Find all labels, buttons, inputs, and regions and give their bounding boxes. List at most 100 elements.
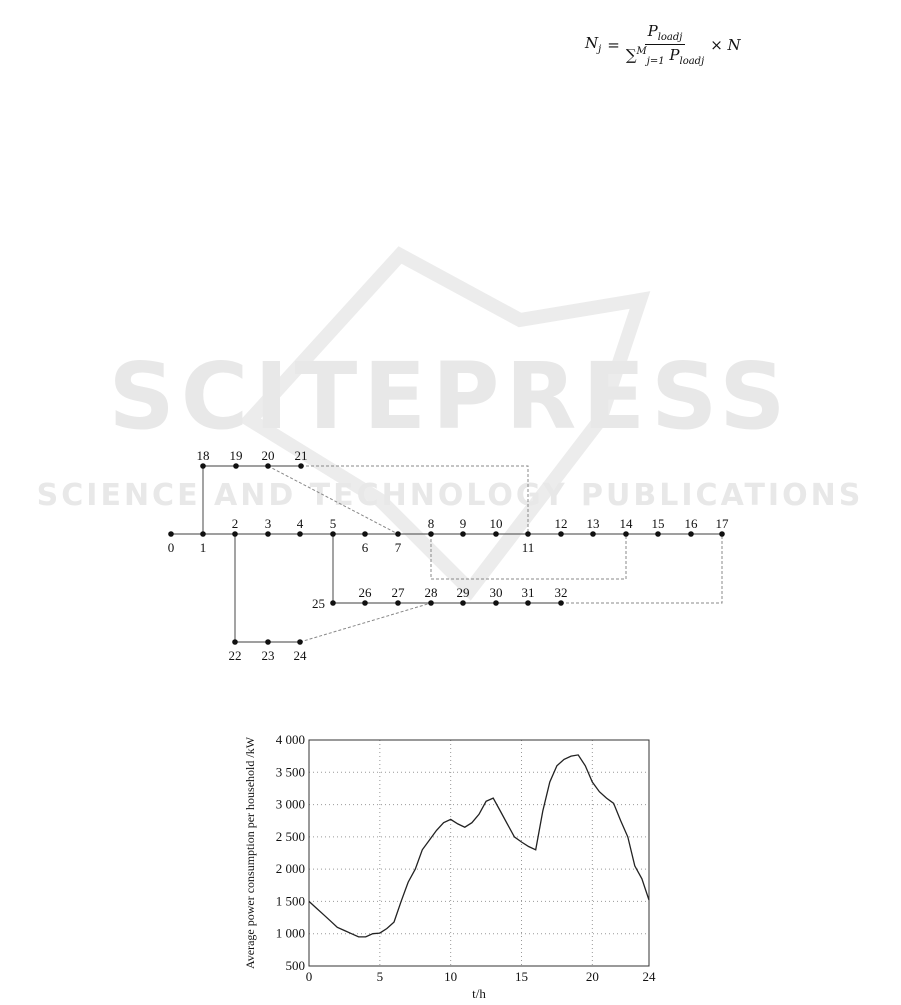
bus-node	[623, 531, 629, 537]
load-curve-chart: 500 1 000 1 500 2 000 2 500 3 000 3 500 4 000 0 5…	[243, 732, 657, 1001]
bus-node	[265, 463, 271, 469]
equation-nj: Nj = Ploadj ∑Mj=1 Ploadj × N	[585, 22, 741, 67]
bus-node	[525, 600, 531, 606]
bus-node	[655, 531, 661, 537]
bus-label: 3	[265, 516, 272, 531]
equation-denominator: ∑Mj=1 Ploadj	[625, 46, 705, 67]
bus-node	[719, 531, 725, 537]
plot-frame	[308, 739, 650, 967]
bus-node	[460, 531, 466, 537]
bus-node	[168, 531, 174, 537]
bus-label: 5	[330, 516, 337, 531]
bus-node	[558, 600, 564, 606]
equation-times-n: × N	[710, 35, 741, 54]
bus-node	[265, 531, 271, 537]
bus-label: 20	[262, 448, 275, 463]
bus-label: 28	[425, 585, 438, 600]
y-tick-label: 2 500	[276, 829, 305, 844]
bus-label: 32	[555, 585, 568, 600]
bus-label: 6	[362, 540, 369, 555]
bus-node	[265, 639, 271, 645]
bus-label: 15	[652, 516, 665, 531]
y-axis-label: Average power consumption per household …	[243, 736, 257, 969]
bus-label: 18	[197, 448, 210, 463]
equation-lhs: Nj	[585, 34, 602, 55]
bus-label: 23	[262, 648, 275, 663]
bus-node	[297, 531, 303, 537]
tie-line-dashed	[430, 534, 627, 580]
watermark-subtitle: SCIENCE AND TECHNOLOGY PUBLICATIONS	[37, 478, 864, 513]
y-tick-label: 4 000	[276, 732, 305, 747]
bus-node	[330, 531, 336, 537]
tie-line-dashed	[299, 602, 432, 643]
bus-label: 2	[232, 516, 239, 531]
equation-fraction: Ploadj ∑Mj=1 Ploadj	[626, 22, 704, 67]
bus-label: 9	[460, 516, 467, 531]
tie-line-dashed	[267, 465, 399, 535]
x-tick-label: 15	[515, 969, 528, 984]
bus-label: 14	[620, 516, 634, 531]
watermark-title: SCITEPRESS	[108, 343, 791, 450]
bus-node	[297, 639, 303, 645]
bus-node	[298, 463, 304, 469]
x-tick-label: 10	[444, 969, 457, 984]
bus-node	[330, 600, 336, 606]
y-tick-label: 500	[286, 958, 306, 973]
bus-label: 7	[395, 540, 402, 555]
bus-node	[688, 531, 694, 537]
bus-node	[493, 531, 499, 537]
y-tick-label: 1 000	[276, 926, 305, 941]
bus-label: 25	[312, 596, 325, 611]
equation-numerator: Ploadj	[644, 22, 686, 45]
bus-node	[395, 600, 401, 606]
bus-label: 12	[555, 516, 568, 531]
bus-label: 8	[428, 516, 435, 531]
bus-label: 19	[230, 448, 243, 463]
bus-label: 31	[522, 585, 535, 600]
bus-label: 10	[490, 516, 503, 531]
bus-node	[233, 463, 239, 469]
y-tick-label: 2 000	[276, 861, 305, 876]
y-tick-label: 3 500	[276, 764, 305, 779]
y-tick-label: 3 000	[276, 797, 305, 812]
bus-node	[362, 531, 368, 537]
bus-node	[493, 600, 499, 606]
x-tick-label: 24	[643, 969, 657, 984]
bus-node	[590, 531, 596, 537]
bus-label: 11	[522, 540, 535, 555]
x-axis-label: t/h	[472, 986, 486, 1001]
bus-label: 16	[685, 516, 699, 531]
bus-node	[232, 639, 238, 645]
bus-label: 17	[716, 516, 730, 531]
bus-label: 30	[490, 585, 503, 600]
watermark-book-logo	[239, 246, 651, 601]
bus-node	[525, 531, 531, 537]
bus-label: 4	[297, 516, 304, 531]
bus-node	[395, 531, 401, 537]
bus-label: 29	[457, 585, 470, 600]
bus-label: 26	[359, 585, 373, 600]
bus-label: 1	[200, 540, 207, 555]
bus-label: 0	[168, 540, 175, 555]
bus-label: 24	[294, 648, 308, 663]
tie-line-dashed	[561, 534, 723, 604]
equation-equals: =	[607, 35, 620, 54]
bus-label: 21	[295, 448, 308, 463]
bus-label: 22	[229, 648, 242, 663]
bus-node	[200, 531, 206, 537]
bus-node	[428, 531, 434, 537]
bus-node	[200, 463, 206, 469]
x-tick-label: 0	[306, 969, 313, 984]
bus-node	[428, 600, 434, 606]
x-tick-label: 5	[377, 969, 384, 984]
y-tick-label: 1 500	[276, 893, 305, 908]
bus-node	[558, 531, 564, 537]
bus-node	[232, 531, 238, 537]
bus-label: 27	[392, 585, 406, 600]
x-tick-label: 20	[586, 969, 599, 984]
series-line	[308, 754, 650, 938]
bus-node	[460, 600, 466, 606]
bus-node	[362, 600, 368, 606]
